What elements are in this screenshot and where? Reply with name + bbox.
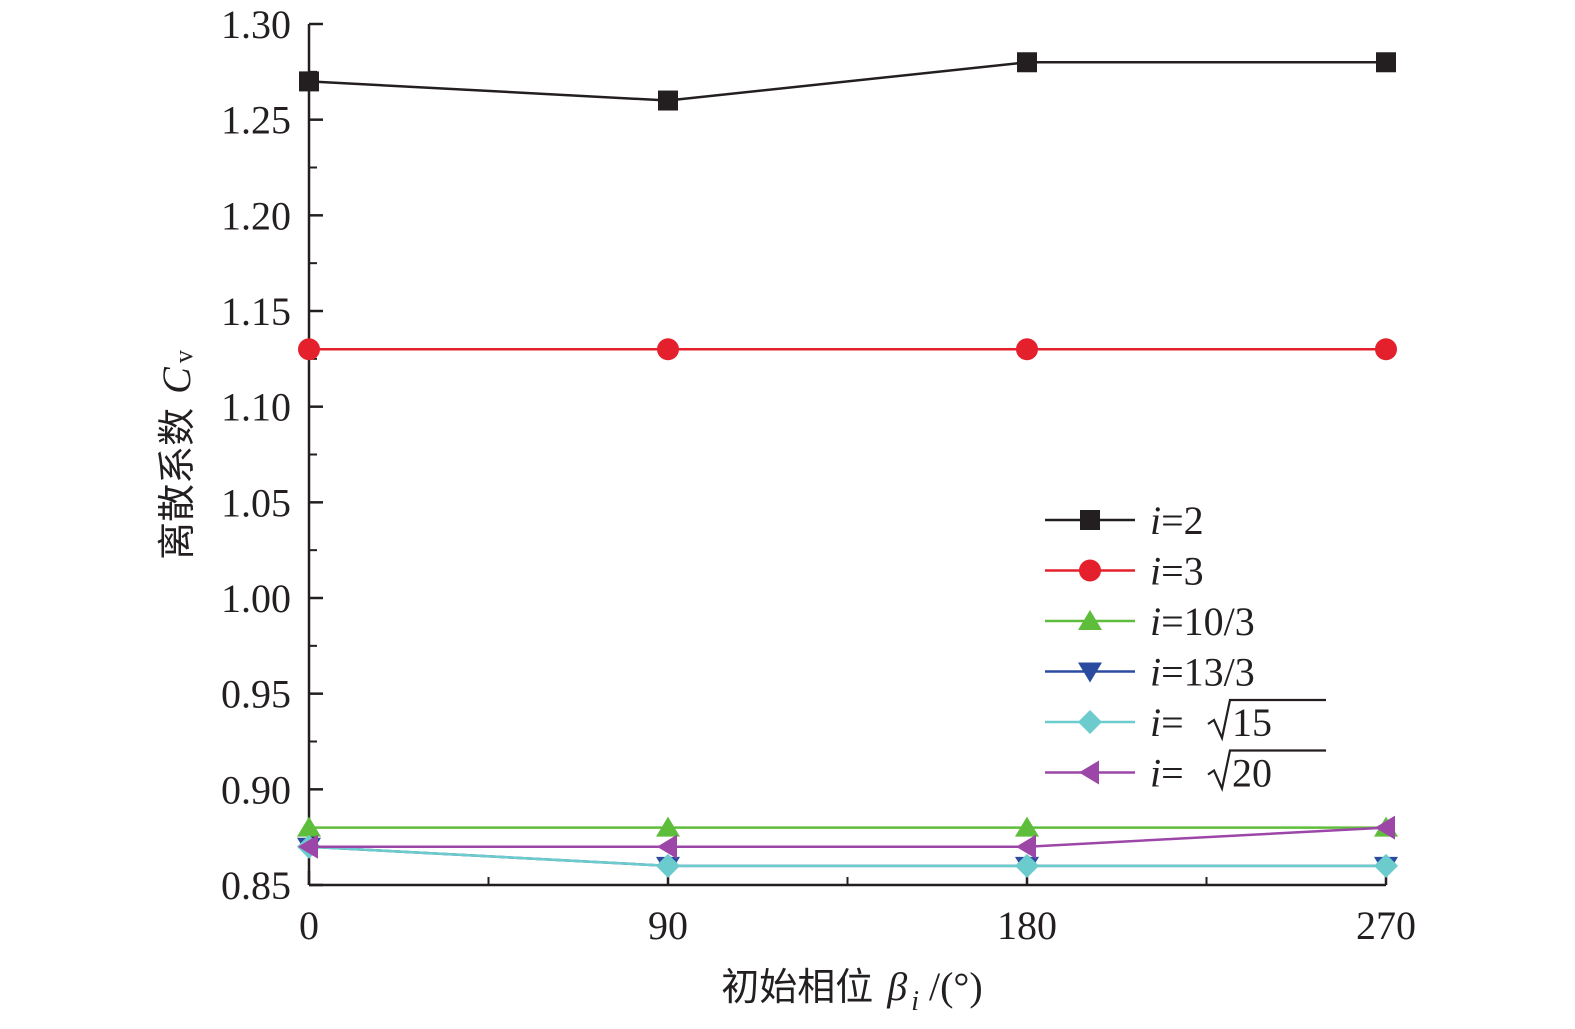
data-point — [297, 816, 321, 837]
legend-label: i=2 — [1150, 498, 1204, 543]
data-point — [1375, 815, 1395, 840]
legend-entry: i=2 — [1045, 498, 1204, 543]
data-point — [656, 853, 680, 878]
y-axis-title-text: 离散系数 — [155, 408, 199, 560]
y-axis-symbol: C — [154, 366, 199, 394]
series-3 — [297, 816, 1398, 837]
data-point — [1017, 52, 1037, 73]
data-point — [1374, 853, 1398, 878]
data-point — [1016, 834, 1036, 859]
series-line — [309, 826, 1387, 848]
y-tick-label: 1.15 — [221, 289, 291, 334]
legend-label: i= — [1150, 700, 1184, 745]
y-tick-label: 1.30 — [221, 2, 291, 47]
x-tick-label: 180 — [997, 903, 1057, 948]
x-axis-title: 初始相位 β i /(°) — [721, 964, 982, 1017]
y-tick-label: 1.20 — [221, 193, 291, 238]
legend-label: i=13/3 — [1150, 650, 1255, 695]
data-point — [657, 834, 677, 859]
legend-marker — [1079, 559, 1101, 582]
legend-radicand: 20 — [1232, 751, 1272, 796]
y-tick-label: 0.85 — [221, 863, 291, 908]
data-point — [657, 338, 679, 361]
y-tick-label: 1.00 — [221, 576, 291, 621]
data-point — [1015, 853, 1039, 878]
y-tick-label: 0.95 — [221, 672, 291, 717]
data-point — [1016, 338, 1038, 361]
legend-marker — [1080, 510, 1100, 530]
legend-entry: i=13/3 — [1045, 650, 1255, 695]
x-axis-unit: /(°) — [929, 964, 983, 1009]
sqrt-sign — [1207, 698, 1326, 742]
data-point — [1376, 52, 1396, 73]
data-point — [656, 816, 680, 837]
y-ticks: 0.85 0.90 0.95 1.00 1.05 1.10 1.15 1.20 1.25 1.30 — [221, 2, 323, 908]
legend: i=2 i=3 i=10/3 i=13/3 i= 15 i= 20 — [1045, 498, 1326, 796]
x-axis-subscript: i — [911, 986, 919, 1017]
data-point — [298, 338, 320, 361]
legend-entry: i=10/3 — [1045, 599, 1255, 644]
data-point — [1015, 816, 1039, 837]
legend-marker — [1078, 662, 1102, 683]
y-tick-label: 1.05 — [221, 480, 291, 525]
data-point — [1375, 338, 1397, 361]
legend-entry: i= 15 — [1045, 698, 1326, 745]
series-1 — [299, 52, 1396, 111]
series-2 — [298, 338, 1397, 361]
legend-marker — [1079, 760, 1099, 785]
y-axis-title: 离散系数 C v — [154, 350, 199, 560]
series-line — [308, 61, 1386, 102]
legend-label: i=10/3 — [1150, 599, 1255, 644]
data-point — [299, 71, 319, 92]
legend-entry: i= 20 — [1045, 749, 1326, 796]
legend-marker — [1078, 610, 1102, 630]
series-layer — [297, 52, 1398, 878]
data-point — [658, 90, 678, 111]
series-5 — [297, 834, 1398, 878]
x-axis-title-text: 初始相位 — [721, 965, 873, 1009]
x-ticks: 0 90 180 270 — [299, 871, 1416, 948]
x-axis-symbol: β — [886, 964, 907, 1009]
y-tick-label: 1.25 — [221, 98, 291, 143]
x-tick-label: 90 — [648, 903, 688, 948]
legend-label: i=3 — [1150, 549, 1204, 594]
x-tick-label: 270 — [1356, 903, 1416, 948]
y-tick-label: 0.90 — [221, 767, 291, 812]
sqrt-sign — [1207, 749, 1326, 793]
legend-entry: i=3 — [1045, 549, 1204, 594]
axes: 0.85 0.90 0.95 1.00 1.05 1.10 1.15 1.20 1.25 1.30… — [221, 2, 1416, 948]
legend-radicand: 15 — [1232, 700, 1272, 745]
y-tick-label: 1.10 — [221, 385, 291, 430]
legend-label: i= — [1150, 751, 1184, 796]
series-line — [308, 845, 1386, 868]
legend-marker — [1078, 710, 1102, 734]
x-tick-label: 0 — [299, 903, 319, 948]
y-axis-subscript: v — [169, 350, 198, 363]
series-6 — [298, 815, 1395, 859]
data-point — [298, 834, 318, 859]
series-4 — [297, 837, 1398, 877]
